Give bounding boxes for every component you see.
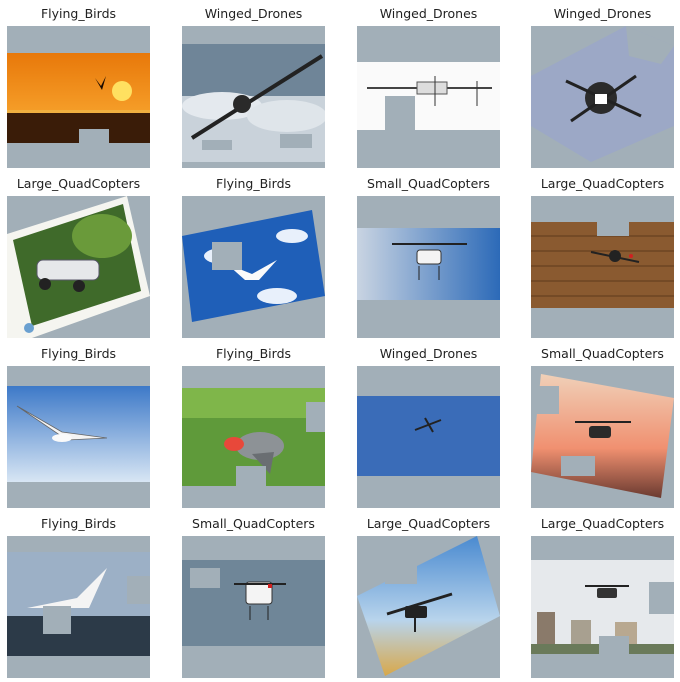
- sample-image: [357, 536, 500, 678]
- panel-label: Flying_Birds: [215, 176, 292, 191]
- panel-13: Flying_Birds: [7, 514, 150, 678]
- sample-image: [182, 536, 325, 678]
- panel-label: Large_QuadCopters: [366, 516, 491, 531]
- panel-label: Flying_Birds: [40, 516, 117, 531]
- panel-label: Flying_Birds: [40, 346, 117, 361]
- panel-label: Flying_Birds: [40, 6, 117, 21]
- panel-label: Small_QuadCopters: [192, 516, 315, 531]
- panel-1: Flying_Birds: [7, 4, 150, 168]
- panel-16: Large_QuadCopters: [531, 514, 674, 678]
- panel-12: Small_QuadCopters: [531, 344, 674, 508]
- sample-image: [7, 196, 150, 338]
- sample-image: [182, 366, 325, 508]
- panel-label: Small_QuadCopters: [367, 176, 490, 191]
- panel-10: Flying_Birds: [182, 344, 325, 508]
- panel-label: Winged_Drones: [379, 346, 478, 361]
- panel-label: Small_QuadCopters: [541, 346, 664, 361]
- panel-label: Flying_Birds: [215, 346, 292, 361]
- sample-image: [7, 536, 150, 678]
- panel-9: Flying_Birds: [7, 344, 150, 508]
- panel-14: Small_QuadCopters: [182, 514, 325, 678]
- sample-image: [357, 196, 500, 338]
- panel-15: Large_QuadCopters: [357, 514, 500, 678]
- sample-image: [182, 26, 325, 168]
- panel-5: Large_QuadCopters: [7, 174, 150, 338]
- sample-image: [182, 196, 325, 338]
- panel-label: Large_QuadCopters: [16, 176, 141, 191]
- panel-label: Winged_Drones: [553, 6, 652, 21]
- panel-3: Winged_Drones: [357, 4, 500, 168]
- panel-label: Large_QuadCopters: [540, 516, 665, 531]
- panel-11: Winged_Drones: [357, 344, 500, 508]
- sample-image: [531, 536, 674, 678]
- sample-image: [357, 26, 500, 168]
- sample-image: [7, 366, 150, 508]
- panel-2: Winged_Drones: [182, 4, 325, 168]
- panel-6: Flying_Birds: [182, 174, 325, 338]
- sample-image: [531, 366, 674, 508]
- panel-label: Winged_Drones: [379, 6, 478, 21]
- sample-image: [357, 366, 500, 508]
- panel-7: Small_QuadCopters: [357, 174, 500, 338]
- panel-4: Winged_Drones: [531, 4, 674, 168]
- panel-8: Large_QuadCopters: [531, 174, 674, 338]
- sample-image: [531, 26, 674, 168]
- sample-image: [531, 196, 674, 338]
- panel-label: Large_QuadCopters: [540, 176, 665, 191]
- panel-label: Winged_Drones: [204, 6, 303, 21]
- sample-image: [7, 26, 150, 168]
